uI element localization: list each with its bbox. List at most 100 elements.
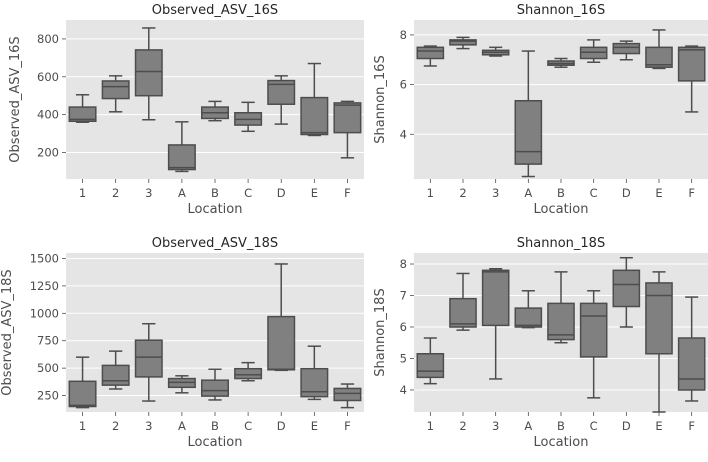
x-tick-label: C — [244, 186, 252, 200]
y-tick-label: 6 — [400, 78, 407, 92]
box-E — [300, 62, 329, 137]
x-tick-label: A — [524, 186, 532, 200]
x-tick-label: F — [344, 419, 351, 433]
box-iqr — [416, 353, 445, 379]
x-tick-label: 3 — [492, 419, 499, 433]
box-iqr — [547, 302, 575, 341]
box-D — [267, 75, 296, 125]
y-tick-label: 1000 — [30, 306, 59, 320]
y-tick-label: 1250 — [30, 279, 59, 293]
x-tick-label: B — [557, 419, 565, 433]
box-F — [677, 45, 706, 113]
x-axis-label: Location — [188, 202, 243, 217]
y-tick-label: 8 — [400, 28, 407, 42]
box-C — [234, 361, 263, 382]
box-B — [201, 100, 229, 122]
box-iqr — [449, 297, 477, 328]
box-iqr — [333, 102, 362, 134]
box-iqr — [68, 380, 97, 408]
chart-panel: 4 5 6 7 8 1 2 3 A B C D E F Shannon_18S Location Shannon… — [373, 236, 708, 450]
box-C — [579, 290, 608, 399]
chart-panel: 4 6 8 1 2 3 A B C D E F Shannon_16S Location Shannon_1… — [373, 3, 708, 217]
chart-title: Shannon_16S — [517, 3, 605, 18]
y-axis-label: Shannon_16S — [373, 55, 388, 143]
box-iqr — [449, 39, 477, 46]
x-tick-label: C — [244, 419, 252, 433]
box-iqr — [201, 379, 229, 397]
y-tick-label: 4 — [400, 383, 407, 397]
box-iqr — [234, 367, 263, 380]
box-F — [677, 296, 706, 402]
x-tick-label: D — [277, 419, 286, 433]
chart-title: Observed_ASV_18S — [152, 236, 278, 251]
y-tick-label: 600 — [37, 70, 59, 84]
box-2 — [449, 272, 477, 331]
box-B — [201, 368, 229, 401]
box-iqr — [677, 46, 706, 82]
box-iqr — [677, 337, 706, 391]
chart-panel: 250 500 750 1000 1250 1500 1 2 3 A B C D E F Observed_A… — [0, 236, 364, 450]
box-iqr — [645, 46, 673, 68]
x-tick-label: D — [622, 419, 631, 433]
box-iqr — [612, 42, 641, 55]
box-B — [547, 57, 575, 68]
y-tick-label: 6 — [400, 320, 407, 334]
y-tick-label: 500 — [37, 361, 59, 375]
x-tick-label: E — [311, 186, 318, 200]
chart-title: Observed_ASV_16S — [152, 3, 278, 18]
box-D — [267, 263, 296, 372]
x-axis-label: Location — [188, 435, 243, 450]
x-tick-label: 3 — [492, 186, 499, 200]
x-tick-label: D — [277, 186, 286, 200]
box-iqr — [167, 144, 196, 171]
x-tick-label: D — [622, 186, 631, 200]
box-A — [514, 50, 543, 178]
box-1 — [416, 45, 445, 67]
box-iqr — [267, 315, 296, 371]
x-tick-label: E — [655, 186, 662, 200]
x-tick-label: C — [590, 186, 598, 200]
y-tick-label: 200 — [37, 146, 59, 160]
x-tick-label: 2 — [112, 419, 119, 433]
x-tick-label: B — [211, 186, 219, 200]
y-axis-label: Observed_ASV_18S — [0, 269, 15, 395]
x-tick-label: C — [590, 419, 598, 433]
box-3 — [134, 27, 163, 121]
box-iqr — [134, 339, 163, 378]
chart-panel: 200 400 600 800 1 2 3 A B C D E F Observed_ASV_16S Loc… — [8, 3, 364, 217]
box-3 — [481, 267, 510, 380]
y-tick-label: 8 — [400, 257, 407, 271]
x-tick-label: 2 — [459, 186, 466, 200]
box-C — [234, 101, 263, 133]
box-iqr — [267, 79, 296, 105]
box-1 — [68, 356, 97, 409]
box-E — [645, 29, 673, 70]
y-tick-label: 750 — [37, 334, 59, 348]
y-tick-label: 7 — [400, 289, 407, 303]
x-tick-label: A — [178, 419, 186, 433]
box-F — [333, 383, 362, 409]
box-2 — [101, 75, 130, 113]
x-tick-label: E — [311, 419, 318, 433]
box-2 — [101, 350, 130, 390]
box-1 — [68, 94, 97, 123]
x-tick-label: B — [211, 419, 219, 433]
x-tick-label: B — [557, 186, 565, 200]
x-tick-label: 2 — [459, 419, 466, 433]
box-C — [579, 39, 608, 63]
x-tick-label: A — [524, 419, 532, 433]
x-axis-label: Location — [534, 435, 589, 450]
box-iqr — [481, 269, 510, 327]
box-iqr — [514, 307, 543, 328]
x-tick-label: F — [688, 186, 695, 200]
y-tick-label: 4 — [400, 127, 407, 141]
x-tick-label: 3 — [145, 419, 152, 433]
x-axis-label: Location — [534, 202, 589, 217]
box-iqr — [514, 99, 543, 165]
x-tick-label: 1 — [427, 186, 434, 200]
box-iqr — [416, 46, 445, 60]
x-tick-label: 1 — [79, 419, 86, 433]
box-iqr — [579, 302, 608, 358]
x-tick-label: A — [178, 186, 186, 200]
